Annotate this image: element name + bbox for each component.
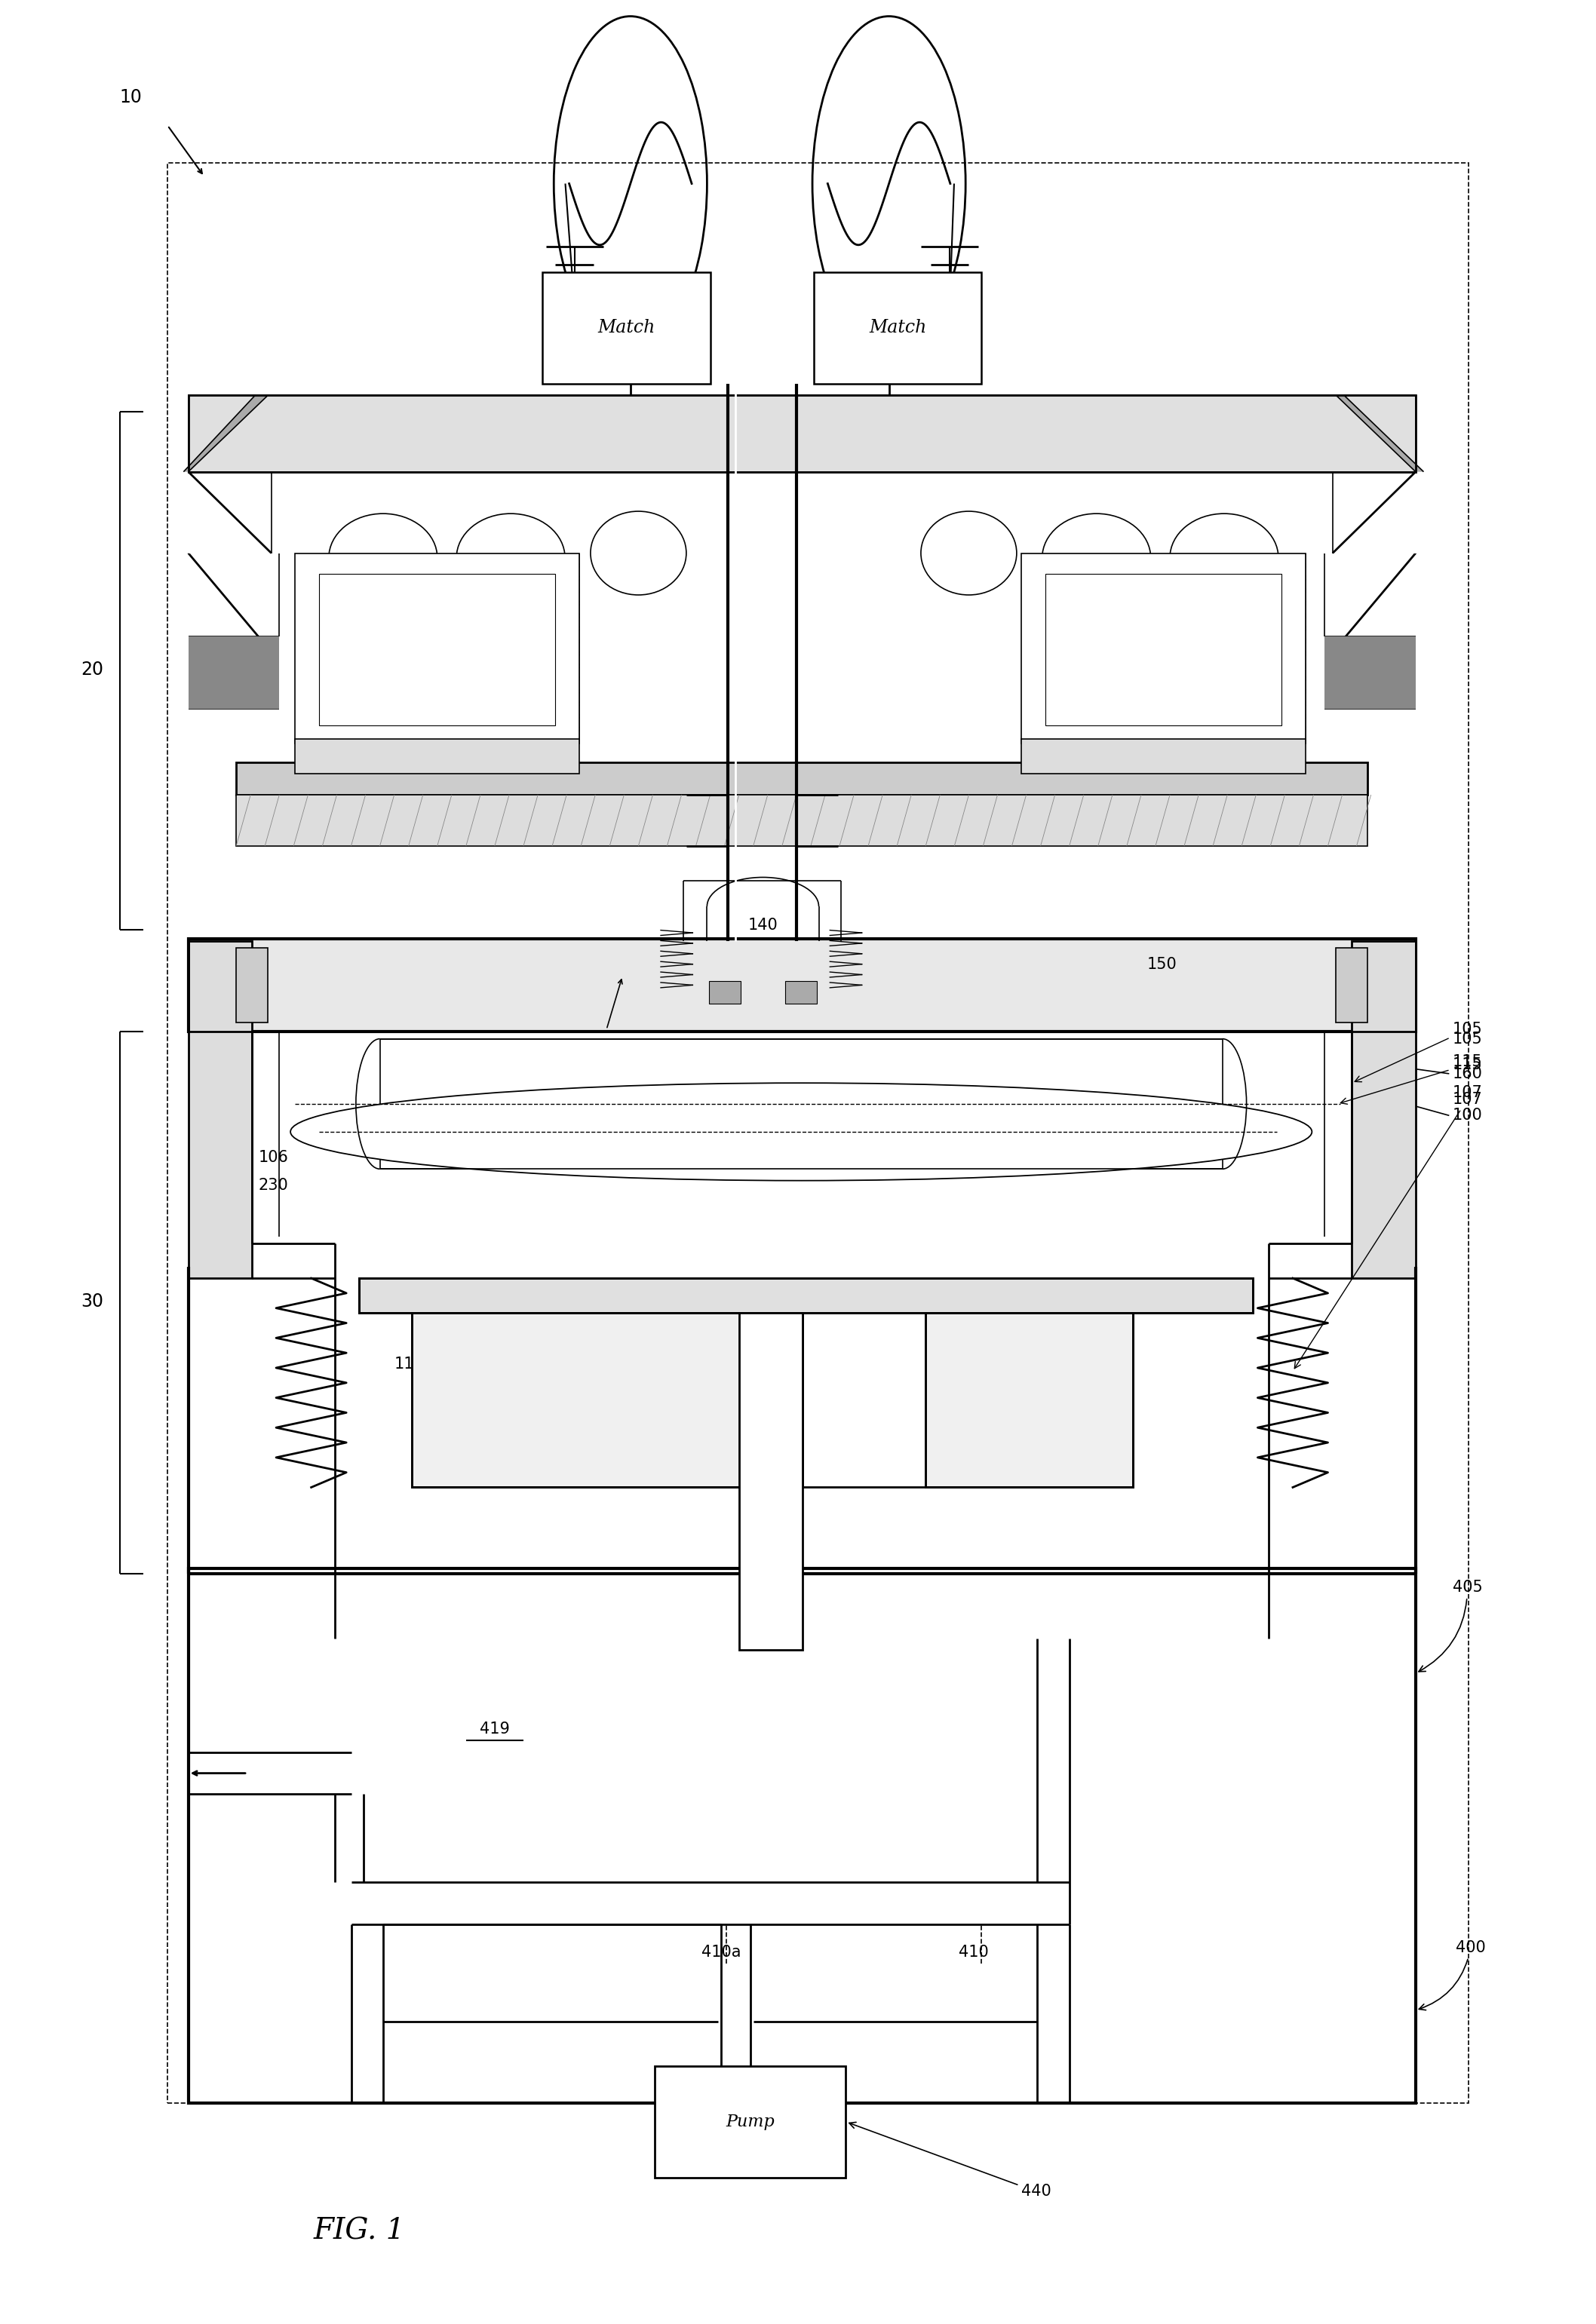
Bar	[295, 739, 579, 774]
Bar	[188, 1569, 1416, 2103]
Bar	[814, 272, 982, 383]
Bar	[412, 1313, 803, 1487]
Polygon shape	[1325, 637, 1416, 709]
Bar	[319, 574, 555, 725]
Text: Pump: Pump	[726, 2113, 774, 2131]
Text: 20: 20	[81, 660, 104, 679]
Ellipse shape	[921, 511, 1017, 595]
Text: 410: 410	[959, 1945, 988, 1959]
Ellipse shape	[314, 623, 413, 716]
Bar	[188, 395, 1416, 472]
Bar	[412, 1313, 803, 1487]
Ellipse shape	[591, 511, 686, 595]
Text: 150: 150	[1148, 957, 1176, 971]
Ellipse shape	[1058, 623, 1167, 716]
Bar	[188, 939, 1416, 1032]
Ellipse shape	[1170, 514, 1278, 602]
Text: 101: 101	[456, 1148, 485, 1162]
Text: 400: 400	[1419, 1941, 1486, 2010]
Text: 121: 121	[860, 1148, 889, 1162]
Polygon shape	[184, 395, 268, 472]
Ellipse shape	[456, 514, 565, 602]
Bar	[380, 1039, 1223, 1169]
Text: 105: 105	[1355, 1023, 1483, 1083]
Bar	[654, 2066, 846, 2178]
Polygon shape	[188, 637, 279, 709]
Text: 115: 115	[1452, 1055, 1483, 1069]
Bar	[236, 762, 1368, 795]
Bar	[295, 553, 579, 744]
Bar	[1021, 553, 1306, 744]
Ellipse shape	[329, 514, 437, 602]
Text: 300: 300	[629, 1148, 658, 1162]
Text: 105: 105	[1452, 1032, 1483, 1046]
Bar	[236, 795, 1368, 846]
Text: 405: 405	[1419, 1580, 1483, 1671]
Ellipse shape	[290, 1083, 1312, 1181]
Bar	[1336, 948, 1368, 1023]
Text: 230: 230	[259, 1178, 289, 1192]
Text: Match: Match	[597, 318, 656, 337]
Bar	[1352, 941, 1416, 1278]
Bar	[188, 939, 1416, 1032]
Text: 100: 100	[1452, 1109, 1483, 1122]
Text: 106: 106	[259, 1150, 289, 1164]
Bar	[739, 1313, 803, 1650]
Bar	[168, 163, 1468, 2103]
Bar	[1021, 553, 1306, 744]
Ellipse shape	[1194, 623, 1293, 716]
Text: 10: 10	[120, 88, 142, 107]
Text: 410a: 410a	[702, 1945, 741, 1959]
Bar	[188, 395, 1416, 472]
Text: 440: 440	[849, 2122, 1052, 2199]
Polygon shape	[188, 472, 271, 553]
Bar	[359, 1278, 1253, 1313]
Polygon shape	[1336, 395, 1424, 472]
Bar	[785, 981, 817, 1004]
Ellipse shape	[440, 623, 549, 716]
Text: 125: 125	[525, 1387, 554, 1401]
Bar	[709, 981, 741, 1004]
Text: 122: 122	[908, 1148, 937, 1162]
Bar	[1021, 739, 1306, 774]
Polygon shape	[1333, 472, 1416, 553]
Bar	[926, 1313, 1133, 1487]
Text: 115: 115	[1341, 1057, 1483, 1104]
Bar	[236, 948, 268, 1023]
Bar	[1045, 574, 1282, 725]
Text: 110: 110	[394, 1357, 425, 1371]
Bar	[295, 553, 579, 744]
Text: 160: 160	[1452, 1067, 1483, 1081]
Bar	[926, 1313, 1133, 1487]
Text: 107: 107	[1294, 1092, 1483, 1369]
Text: 140: 140	[749, 918, 777, 932]
Bar	[359, 1278, 1253, 1313]
Text: FIG. 1: FIG. 1	[313, 2217, 405, 2245]
Text: 120: 120	[816, 1148, 844, 1162]
Bar	[543, 272, 710, 383]
Bar	[188, 941, 252, 1278]
Text: 419: 419	[480, 1722, 509, 1736]
Text: 30: 30	[81, 1292, 104, 1311]
Ellipse shape	[1042, 514, 1151, 602]
Text: 107: 107	[1452, 1085, 1483, 1099]
Text: Match: Match	[868, 318, 927, 337]
